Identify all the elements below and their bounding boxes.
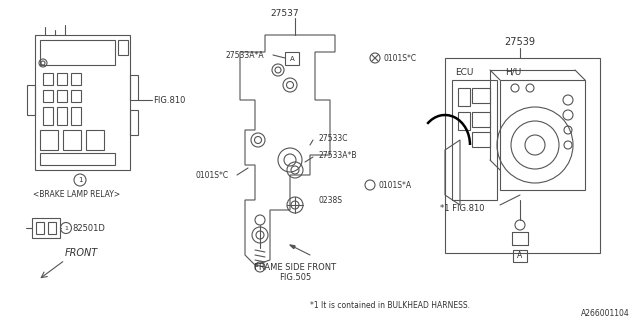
Text: 0101S*C: 0101S*C — [195, 171, 228, 180]
Text: 27539: 27539 — [504, 37, 536, 47]
Text: ECU: ECU — [455, 68, 474, 76]
Bar — [35, 35, 130, 170]
Bar — [71, 90, 81, 102]
Text: 27533C: 27533C — [318, 133, 348, 142]
Bar — [472, 132, 490, 147]
Bar — [472, 112, 490, 127]
Text: FIG.810: FIG.810 — [153, 95, 186, 105]
Bar — [57, 73, 67, 85]
Text: 27533A*A: 27533A*A — [225, 51, 264, 60]
Bar — [445, 58, 600, 253]
Text: FRAME SIDE FRONT: FRAME SIDE FRONT — [254, 263, 336, 273]
Text: 0238S: 0238S — [318, 196, 342, 204]
Bar — [43, 90, 53, 102]
Bar — [36, 222, 44, 234]
Text: FIG.505: FIG.505 — [279, 274, 311, 283]
Text: 1: 1 — [77, 177, 83, 183]
Text: A: A — [517, 252, 523, 260]
Text: 27537: 27537 — [271, 9, 300, 18]
Bar — [452, 80, 497, 200]
Bar — [40, 130, 58, 150]
Text: A266001104: A266001104 — [581, 308, 630, 317]
Bar — [48, 222, 56, 234]
Bar — [40, 153, 115, 165]
Text: H/U: H/U — [505, 68, 521, 76]
Text: 0101S*A: 0101S*A — [378, 180, 411, 189]
Bar — [458, 112, 470, 130]
Bar — [43, 107, 53, 125]
Bar — [130, 110, 138, 135]
Bar — [40, 40, 115, 65]
Bar — [285, 52, 299, 65]
Bar — [458, 88, 470, 106]
Bar — [472, 88, 490, 103]
Bar — [86, 130, 104, 150]
Text: 27533A*B: 27533A*B — [318, 150, 356, 159]
Bar — [43, 73, 53, 85]
Text: *1 FIG.810: *1 FIG.810 — [440, 204, 484, 212]
Bar — [130, 75, 138, 100]
Bar — [118, 40, 128, 55]
Bar — [57, 107, 67, 125]
Text: 0101S*C: 0101S*C — [383, 53, 416, 62]
Bar — [71, 107, 81, 125]
Text: FRONT: FRONT — [65, 248, 99, 258]
Bar — [63, 130, 81, 150]
Bar — [27, 85, 35, 115]
Text: 1: 1 — [64, 226, 68, 230]
Text: *1 It is contained in BULKHEAD HARNESS.: *1 It is contained in BULKHEAD HARNESS. — [310, 300, 470, 309]
Text: A: A — [290, 55, 294, 61]
Polygon shape — [290, 245, 295, 249]
Bar — [32, 218, 60, 238]
Text: <BRAKE LAMP RELAY>: <BRAKE LAMP RELAY> — [33, 189, 120, 198]
Bar — [500, 80, 585, 190]
Bar — [71, 73, 81, 85]
Text: 82501D: 82501D — [72, 223, 105, 233]
Bar — [513, 250, 527, 262]
Bar — [57, 90, 67, 102]
